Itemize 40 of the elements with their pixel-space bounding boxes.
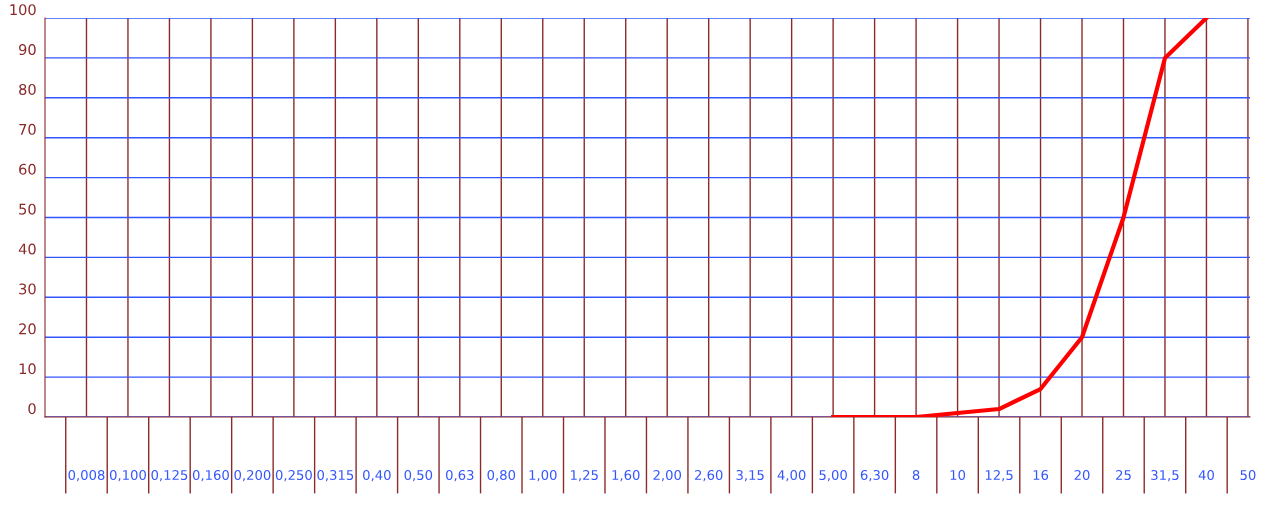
y-tick-label: 60 <box>19 163 36 175</box>
x-tick-label: 20 <box>1074 470 1090 480</box>
y-tick-label: 0 <box>28 403 36 415</box>
x-tick-label: 2,00 <box>653 470 682 482</box>
x-tick-label: 4,00 <box>777 470 806 482</box>
x-tick-label: 50 <box>1240 470 1256 480</box>
x-tick-label: 0,100 <box>109 470 146 482</box>
x-tick-label: 1,25 <box>571 470 598 482</box>
x-tick-label: 12,5 <box>985 470 1013 482</box>
x-tick-label: 0,80 <box>487 470 516 482</box>
y-tick-label: 40 <box>18 243 36 255</box>
x-tick-label: 0,160 <box>192 470 229 482</box>
x-tick-label: 8 <box>912 470 920 480</box>
y-tick-label: 30 <box>19 283 36 295</box>
x-tick-label: 3,15 <box>736 470 764 482</box>
y-tick-label: 100 <box>10 4 36 16</box>
x-tick-label: 0,63 <box>445 470 474 482</box>
x-tick-label: 31,5 <box>1151 470 1179 482</box>
x-tick-label: 6,30 <box>860 470 889 482</box>
y-tick-label: 80 <box>19 83 36 95</box>
x-tick-label: 16 <box>1033 470 1049 480</box>
y-tick-label: 70 <box>19 123 36 135</box>
y-tick-label: 10 <box>19 363 36 375</box>
x-tick-label: 0,250 <box>275 470 312 482</box>
x-tick-label: 10 <box>950 470 966 480</box>
x-tick-label: 0,200 <box>234 470 271 482</box>
y-tick-label: 90 <box>19 44 36 56</box>
x-tick-label: 2,60 <box>694 470 723 482</box>
x-tick-label: 25 <box>1116 470 1131 480</box>
x-tick-label: 0,40 <box>363 470 391 482</box>
x-tick-label: 1,60 <box>612 470 640 482</box>
x-tick-label: 1,00 <box>529 470 557 482</box>
x-tick-label: 40 <box>1198 470 1214 480</box>
x-tick-label: 0,50 <box>404 470 433 482</box>
y-tick-label: 20 <box>19 323 36 335</box>
x-tick-label: 0,315 <box>317 470 354 482</box>
y-tick-label: 50 <box>19 203 36 215</box>
x-tick-label: 0,125 <box>151 470 188 482</box>
x-tick-label: 5,00 <box>819 470 847 482</box>
x-tick-label: 0,008 <box>68 470 105 482</box>
